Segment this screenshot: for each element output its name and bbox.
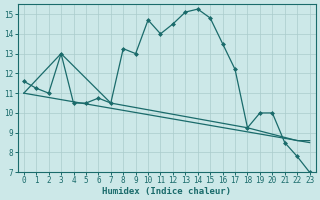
X-axis label: Humidex (Indice chaleur): Humidex (Indice chaleur)	[102, 187, 231, 196]
